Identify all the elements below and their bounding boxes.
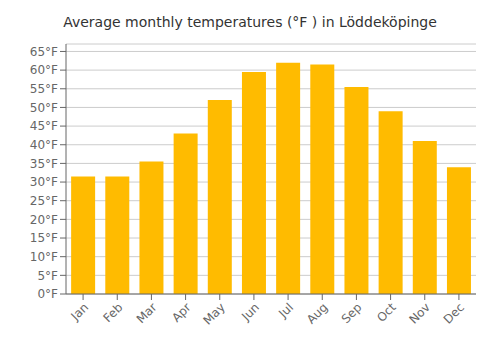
svg-text:Jun: Jun (238, 300, 262, 324)
svg-text:0°F: 0°F (37, 287, 58, 301)
svg-text:60°F: 60°F (30, 63, 58, 77)
svg-text:Apr: Apr (169, 300, 194, 325)
svg-text:Aug: Aug (304, 300, 330, 326)
svg-text:5°F: 5°F (37, 269, 58, 283)
svg-text:Jan: Jan (68, 300, 92, 324)
svg-text:10°F: 10°F (30, 250, 58, 264)
svg-text:30°F: 30°F (30, 175, 58, 189)
svg-text:35°F: 35°F (30, 157, 58, 171)
svg-text:55°F: 55°F (30, 82, 58, 96)
svg-text:Nov: Nov (406, 300, 432, 326)
svg-text:15°F: 15°F (30, 231, 58, 245)
svg-text:Feb: Feb (100, 300, 125, 325)
svg-text:May: May (200, 300, 227, 327)
html-text:Average monthly temperatures (: Average monthly temperatures (°F ) in Lö… (63, 14, 437, 30)
svg-text:65°F: 65°F (30, 45, 58, 59)
svg-text:40°F: 40°F (30, 138, 58, 152)
svg-text:Mar: Mar (134, 300, 160, 326)
svg-text:Sep: Sep (339, 300, 365, 326)
svg-text:Jul: Jul (275, 300, 296, 321)
svg-text:45°F: 45°F (30, 119, 58, 133)
svg-text:Oct: Oct (374, 300, 399, 325)
svg-text:Dec: Dec (441, 300, 467, 326)
svg-text:25°F: 25°F (30, 194, 58, 208)
svg-text:50°F: 50°F (30, 101, 58, 115)
svg-text:20°F: 20°F (30, 213, 58, 227)
